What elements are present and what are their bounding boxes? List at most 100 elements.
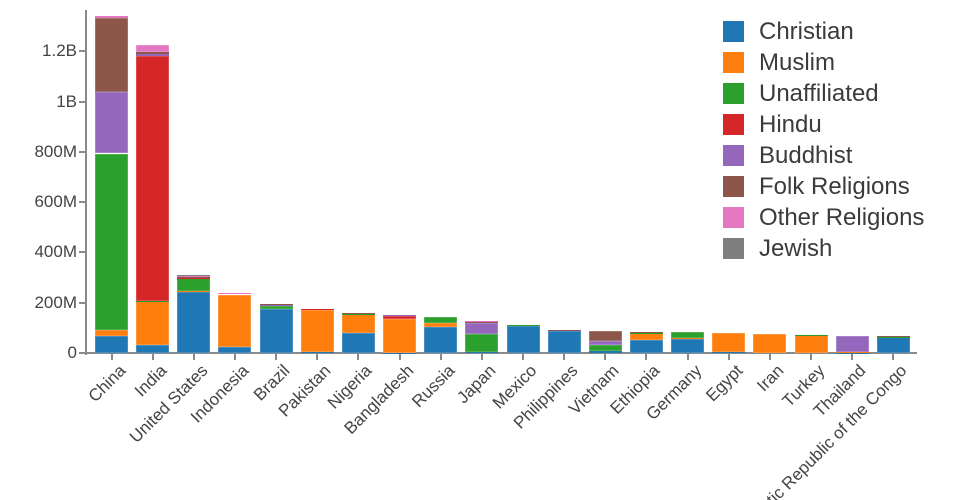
x-tick-mark	[892, 354, 895, 360]
bar-segment-buddhist[interactable]	[835, 335, 869, 352]
bar-segment-other-religions[interactable]	[465, 321, 499, 323]
bar-segment-folk-religions[interactable]	[136, 52, 170, 54]
x-tick-mark	[522, 354, 524, 360]
bar-segment-muslim[interactable]	[629, 332, 663, 340]
bar-segment-hindu[interactable]	[300, 309, 334, 311]
bar-segment-christian[interactable]	[547, 331, 581, 353]
bar-segment-christian[interactable]	[177, 291, 211, 353]
x-axis-line	[85, 352, 917, 354]
x-tick-mark	[604, 354, 607, 360]
bar-segment-unaffiliated[interactable]	[177, 278, 211, 292]
bar-segment-christian[interactable]	[465, 352, 499, 353]
bar-segment-folk-religions[interactable]	[259, 304, 293, 306]
bar-segment-muslim[interactable]	[177, 291, 211, 292]
bar-segment-christian[interactable]	[95, 335, 128, 353]
y-tick-mark	[79, 301, 85, 304]
bar-segment-folk-religions[interactable]	[95, 18, 128, 93]
legend-swatch-icon	[723, 52, 744, 73]
x-tick-mark	[480, 354, 483, 360]
bar-segment-christian[interactable]	[424, 326, 458, 353]
legend-label: Buddhist	[759, 141, 853, 169]
bar-segment-unaffiliated[interactable]	[259, 305, 293, 310]
y-axis-line	[85, 10, 87, 355]
bar-segment-christian[interactable]	[876, 337, 910, 353]
bar-segment-buddhist[interactable]	[177, 277, 211, 279]
y-tick-mark	[79, 352, 85, 354]
x-tick-mark	[316, 354, 319, 360]
y-tick-mark	[79, 100, 85, 103]
legend-item-folk-religions[interactable]: Folk Religions	[723, 171, 924, 202]
bar-segment-hindu[interactable]	[218, 293, 252, 295]
legend-item-unaffiliated[interactable]: Unaffiliated	[723, 78, 924, 109]
bar-segment-muslim[interactable]	[753, 334, 787, 353]
bar-segment-unaffiliated[interactable]	[424, 317, 458, 324]
x-tick-mark	[810, 354, 813, 360]
y-tick-label: 800M	[34, 141, 77, 161]
bar-segment-other-religions[interactable]	[95, 15, 128, 19]
bar-segment-muslim[interactable]	[671, 337, 705, 339]
bar-segment-muslim[interactable]	[794, 335, 828, 353]
x-tick-label: Russia	[407, 361, 459, 412]
legend-label: Unaffiliated	[759, 79, 879, 107]
bar-segment-hindu[interactable]	[383, 315, 417, 320]
x-tick-label: Egypt	[702, 361, 747, 406]
bar-segment-hindu[interactable]	[136, 55, 170, 301]
bar-segment-unaffiliated[interactable]	[95, 153, 128, 330]
bar-segment-christian[interactable]	[341, 333, 375, 353]
bar-segment-christian[interactable]	[259, 309, 293, 353]
bar-segment-christian[interactable]	[712, 351, 746, 353]
bar-segment-christian[interactable]	[588, 351, 622, 353]
x-tick-mark	[110, 354, 113, 360]
x-tick-mark	[563, 354, 566, 360]
y-tick-label: 400M	[34, 242, 77, 262]
bar-segment-folk-religions[interactable]	[341, 313, 375, 314]
legend-item-other-religions[interactable]: Other Religions	[723, 202, 924, 233]
legend-item-jewish[interactable]: Jewish	[723, 233, 924, 264]
legend-item-hindu[interactable]: Hindu	[723, 109, 924, 140]
bar-segment-unaffiliated[interactable]	[588, 344, 622, 352]
bar-segment-folk-religions[interactable]	[629, 331, 663, 333]
x-tick-mark	[645, 354, 648, 360]
bar-segment-christian[interactable]	[300, 352, 334, 353]
legend-item-buddhist[interactable]: Buddhist	[723, 140, 924, 171]
legend-swatch-icon	[723, 238, 744, 259]
legend-label: Folk Religions	[759, 172, 910, 200]
legend-item-christian[interactable]: Christian	[723, 16, 924, 47]
bar-segment-muslim[interactable]	[712, 332, 746, 352]
bar-segment-muslim[interactable]	[835, 351, 869, 353]
bar-segment-buddhist[interactable]	[465, 322, 499, 335]
bar-segment-buddhist[interactable]	[588, 340, 622, 345]
bar-segment-muslim[interactable]	[300, 310, 334, 353]
legend-swatch-icon	[723, 176, 744, 197]
bar-segment-christian[interactable]	[506, 325, 540, 353]
bar-segment-unaffiliated[interactable]	[506, 324, 540, 326]
bar-segment-muslim[interactable]	[218, 294, 252, 348]
legend-swatch-icon	[723, 83, 744, 104]
bar-segment-christian[interactable]	[136, 345, 170, 353]
legend-swatch-icon	[723, 21, 744, 42]
bar-segment-unaffiliated[interactable]	[465, 334, 499, 353]
bar-segment-muslim[interactable]	[424, 323, 458, 327]
bar-segment-christian[interactable]	[218, 347, 252, 353]
bar-segment-muslim[interactable]	[547, 330, 581, 332]
bar-segment-muslim[interactable]	[95, 329, 128, 336]
x-tick-label: Iran	[753, 361, 788, 396]
legend-label: Other Religions	[759, 203, 925, 231]
legend-item-muslim[interactable]: Muslim	[723, 47, 924, 78]
legend-label: Jewish	[759, 234, 833, 262]
bar-segment-unaffiliated[interactable]	[671, 332, 705, 338]
x-tick-mark	[192, 354, 195, 360]
bar-segment-folk-religions[interactable]	[588, 330, 622, 341]
bar-segment-christian[interactable]	[629, 339, 663, 353]
x-tick-mark	[851, 354, 854, 360]
bar-segment-christian[interactable]	[671, 338, 705, 353]
bar-segment-muslim[interactable]	[383, 319, 417, 353]
y-tick-mark	[79, 150, 85, 153]
bar-segment-muslim[interactable]	[136, 300, 170, 346]
bar-segment-buddhist[interactable]	[95, 92, 128, 154]
bar-segment-buddhist[interactable]	[136, 53, 170, 56]
bar-segment-jewish[interactable]	[177, 275, 211, 277]
bar-segment-muslim[interactable]	[341, 313, 375, 334]
bar-segment-other-religions[interactable]	[136, 45, 170, 53]
